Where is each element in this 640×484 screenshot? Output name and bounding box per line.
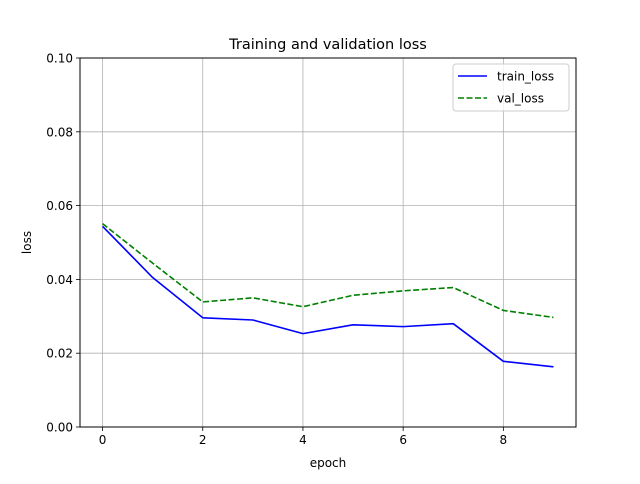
series-lines [101,223,554,368]
y-tick-label: 0.08 [46,125,73,139]
y-tick-label: 0.00 [46,421,73,435]
axis-ticks: 0 2 4 6 8 0.00 0.02 0.04 0.06 0.08 0.10 [46,52,507,448]
x-tick-label: 4 [299,433,307,447]
x-tick-label: 6 [399,433,407,447]
series-line-train-loss [101,225,554,368]
chart-title: Training and validation loss [228,37,427,53]
legend-label: train_loss [497,70,554,84]
plot-frame [79,57,577,428]
x-tick-label: 2 [199,433,207,447]
y-tick-label: 0.02 [46,347,73,361]
y-tick-label: 0.04 [46,273,73,287]
legend-label: val_loss [497,92,544,106]
x-tick-label: 8 [500,433,508,447]
y-axis-label: loss [20,231,34,254]
y-tick-label: 0.10 [46,52,73,66]
y-tick-label: 0.06 [46,199,73,213]
series-line-val-loss [102,223,554,319]
grid-lines [80,57,576,428]
legend: train_loss val_loss [452,63,570,112]
x-axis-label: epoch [310,456,347,470]
x-tick-label: 0 [99,433,107,447]
